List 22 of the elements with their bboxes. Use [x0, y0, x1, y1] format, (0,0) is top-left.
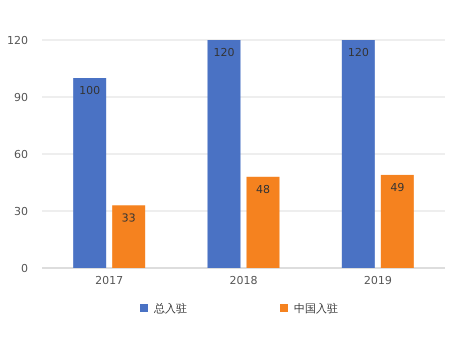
bar	[342, 40, 375, 268]
data-label: 100	[79, 84, 100, 97]
data-label: 120	[348, 46, 369, 59]
bar	[112, 205, 146, 268]
y-tick-label: 120	[7, 34, 28, 47]
legend-label: 总入驻	[153, 302, 187, 315]
legend-label: 中国入驻	[294, 302, 338, 315]
data-label: 48	[256, 182, 270, 196]
y-tick-label: 90	[14, 91, 28, 104]
bar	[73, 78, 106, 268]
x-tick-label: 2018	[230, 274, 258, 287]
y-tick-label: 0	[21, 262, 28, 275]
y-tick-label: 60	[14, 148, 28, 161]
data-label: 33	[122, 211, 136, 224]
data-label: 120	[214, 46, 234, 59]
data-label: 49	[390, 180, 404, 194]
x-tick-label: 2019	[364, 274, 392, 287]
y-tick-label: 30	[14, 205, 28, 218]
x-tick-label: 2017	[95, 274, 124, 287]
bar	[246, 176, 280, 268]
bar	[208, 40, 240, 268]
bar	[380, 174, 414, 268]
